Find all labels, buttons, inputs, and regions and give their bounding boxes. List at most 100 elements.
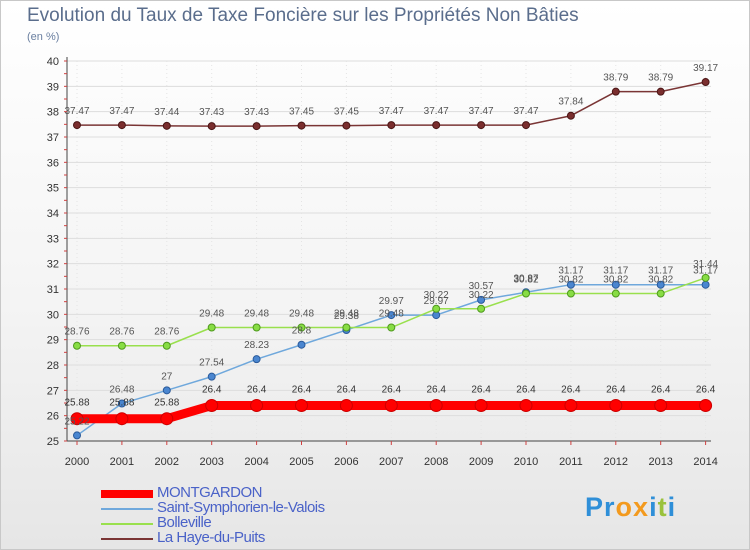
x-tick-label: 2008 [424,456,448,468]
data-point [297,121,306,130]
data-label: 37.43 [244,107,269,118]
y-tick-label: 35 [47,183,59,195]
data-point [207,372,216,381]
data-point [162,341,171,350]
data-label: 37.47 [379,106,404,117]
y-tick-label: 33 [47,233,59,245]
data-label: 29.97 [424,296,449,307]
data-labels: 25.22 26.48 27 27.54 28.23 28.8 29.38 29.97 29.9… [64,63,718,427]
y-tick-label: 30 [47,309,59,321]
data-label: 37.47 [424,106,449,117]
data-point [611,289,620,298]
data-point [701,280,710,289]
x-tick-label: 2014 [693,456,717,468]
data-label: 37.47 [64,106,89,117]
data-label: 29.48 [244,309,269,320]
data-point [117,341,126,350]
y-tick-label: 26 [47,411,59,423]
data-point [656,280,665,289]
data-label: 28.76 [64,327,89,338]
data-label: 30.82 [648,275,673,286]
data-point [429,399,443,413]
axes: 25 26 27 28 29 30 31 32 33 34 35 36 37 38 39 40 2000 2001… [47,56,718,468]
y-tick-label: 38 [47,107,59,119]
data-point [297,323,306,332]
data-label: 26.4 [337,385,357,396]
data-label: 25.88 [64,398,89,409]
legend-label: Saint-Symphorien-le-Valois [157,499,325,516]
data-point [611,87,620,96]
y-tick-label: 25 [47,436,59,448]
data-point [295,399,308,413]
y-tick-label: 32 [47,259,59,271]
data-point [654,399,668,413]
y-tick-label: 37 [47,132,59,144]
legend-label: MONTGARDON [157,484,263,501]
data-label: 37.44 [154,107,179,118]
data-point [205,399,219,413]
data-label: 37.43 [199,107,224,118]
data-label: 25.88 [109,398,134,409]
x-tick-label: 2001 [110,456,134,468]
data-point [342,323,351,332]
data-point [701,78,710,87]
data-point [432,304,441,313]
data-label: 37.47 [109,106,134,117]
data-label: 31.17 [693,266,718,277]
series-layer [70,78,713,440]
y-tick-label: 31 [47,284,59,296]
chart-title: Evolution du Taux de Taxe Foncière sur l… [27,5,579,26]
data-label: 26.4 [292,385,312,396]
data-label: 30.57 [469,281,494,292]
data-point [117,399,126,408]
data-point [522,121,530,130]
data-point [162,121,171,130]
legend-swatch [101,508,153,510]
data-label: 25.22 [64,416,89,427]
data-point [656,87,665,96]
data-label: 29.48 [379,309,404,320]
data-point [160,412,174,426]
data-label: 29.38 [334,311,359,322]
x-tick-label: 2010 [514,456,538,468]
data-point [519,399,533,413]
data-point [566,280,575,289]
data-label: 28.76 [154,327,179,338]
data-point [162,386,171,395]
data-point [297,340,306,349]
y-tick-label: 29 [47,335,59,347]
data-label: 26.4 [651,385,671,396]
proxiti-logo: Proxiti [585,492,677,522]
x-tick-label: 2002 [155,456,179,468]
grid [67,60,711,442]
data-label: 30.82 [558,275,583,286]
data-point [387,121,396,130]
data-label: 26.4 [696,385,716,396]
y-tick-label: 39 [47,81,59,93]
data-point [207,323,216,332]
data-point [477,121,486,130]
data-point [656,289,665,298]
data-label: 28.76 [109,327,134,338]
data-label: 37.45 [289,107,314,118]
data-point [207,122,216,131]
y-tick-label: 27 [47,385,59,397]
data-point [699,399,713,413]
data-label: 29.97 [379,296,404,307]
data-label: 37.47 [513,106,538,117]
data-point [70,412,84,426]
data-point [252,323,261,332]
data-label: 30.22 [469,290,494,301]
data-label: 26.48 [109,385,134,396]
data-label: 31.17 [648,266,673,277]
data-point [73,431,81,440]
x-tick-label: 2007 [379,456,403,468]
legend-swatch [101,523,153,525]
data-label: 26.4 [606,385,626,396]
x-tick-label: 2012 [604,456,628,468]
y-tick-label: 34 [47,208,59,220]
data-label: 39.17 [693,63,718,74]
data-point [477,295,486,304]
